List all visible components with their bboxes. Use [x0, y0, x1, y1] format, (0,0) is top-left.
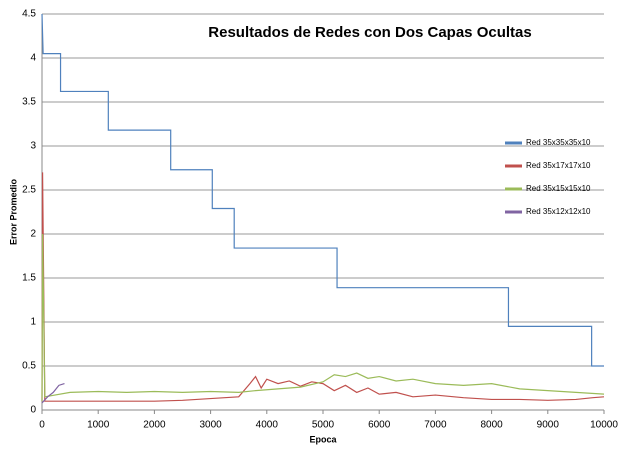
- series-line: [41, 13, 604, 367]
- y-axis-label: Error Promedio: [8, 178, 18, 245]
- x-tick-label: 8000: [480, 420, 503, 431]
- x-tick-label: 7000: [424, 420, 447, 431]
- x-tick-label: 4000: [256, 420, 279, 431]
- y-tick-label: 3.5: [22, 97, 36, 108]
- legend-label: Red 35x35x35x10: [526, 138, 591, 147]
- y-tick-label: 2.5: [22, 185, 36, 196]
- legend-label: Red 35x12x12x10: [526, 207, 591, 216]
- chart-title: Resultados de Redes con Dos Capas Oculta…: [208, 24, 531, 41]
- y-tick-label: 0: [30, 405, 36, 416]
- y-tick-label: 4: [30, 53, 36, 64]
- x-tick-label: 6000: [368, 420, 391, 431]
- y-tick-label: 4.5: [22, 9, 36, 20]
- y-tick-label: 3: [30, 141, 36, 152]
- x-tick-label: 1000: [87, 420, 110, 431]
- x-tick-label: 3000: [199, 420, 222, 431]
- y-tick-label: 2: [30, 229, 36, 240]
- y-tick-label: 1.5: [22, 273, 36, 284]
- x-tick-label: 5000: [312, 420, 335, 431]
- x-tick-label: 9000: [537, 420, 560, 431]
- x-tick-label: 2000: [143, 420, 166, 431]
- legend-label: Red 35x15x15x10: [526, 184, 591, 193]
- x-tick-label: 0: [39, 420, 45, 431]
- series-line: [41, 233, 605, 402]
- series-line: [41, 172, 605, 402]
- legend-label: Red 35x17x17x10: [526, 161, 591, 170]
- y-tick-label: 1: [30, 317, 36, 328]
- y-tick-label: 0.5: [22, 361, 36, 372]
- x-tick-label: 10000: [590, 420, 618, 431]
- x-axis-label: Epoca: [309, 434, 337, 444]
- series-line: [41, 383, 65, 404]
